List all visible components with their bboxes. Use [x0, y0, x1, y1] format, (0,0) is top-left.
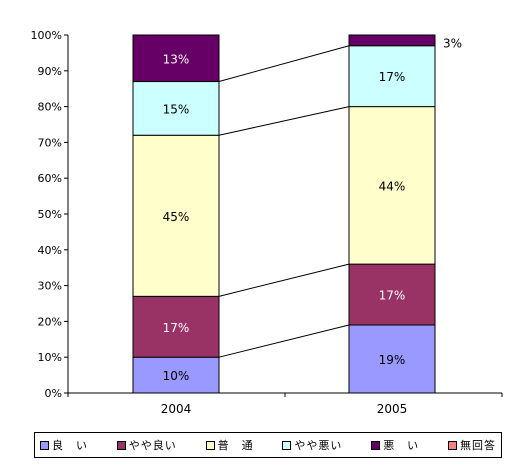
legend-label: 良 い [52, 439, 88, 452]
legend-swatch [282, 440, 292, 450]
bar-segment [348, 324, 436, 394]
legend-label: 普 通 [217, 439, 254, 452]
legend-swatch [205, 440, 215, 450]
series-connector-line [218, 106, 350, 136]
y-tick-label: 0% [45, 387, 62, 400]
data-label: 45% [163, 210, 190, 224]
y-tick-label: 90% [38, 65, 62, 78]
series-connector-line [218, 324, 350, 358]
data-label: 13% [163, 52, 190, 66]
bar-segment [348, 106, 436, 265]
y-tick-label: 50% [38, 208, 62, 221]
legend: 良 い やや良い 普 通 やや悪い 悪 い 無回答 [34, 432, 502, 458]
legend-item: やや悪い [282, 437, 342, 453]
data-label: 17% [379, 289, 406, 303]
data-label: 44% [379, 179, 406, 193]
bar-segment [132, 295, 220, 358]
y-tick-label: 80% [38, 101, 62, 114]
bar-segment [348, 34, 436, 47]
legend-item: やや良い [116, 437, 177, 453]
bar-segment [348, 45, 436, 108]
x-tick-label: 2005 [377, 402, 408, 416]
bar-segment [132, 134, 220, 297]
y-tick-label: 60% [38, 172, 62, 185]
data-label: 17% [379, 70, 406, 84]
legend-item: 良 い [40, 437, 88, 453]
legend-swatch [40, 440, 49, 450]
series-connector-line [218, 263, 350, 297]
legend-swatch [447, 440, 457, 450]
legend-swatch [116, 440, 126, 450]
legend-label: 無回答 [459, 439, 496, 452]
y-tick-label: 20% [38, 315, 62, 328]
bar-segment [132, 34, 220, 83]
series-connector-line [218, 45, 350, 83]
x-tick-label: 2004 [161, 402, 192, 416]
y-tick-label: 100% [31, 29, 62, 42]
legend-item: 悪 い [371, 437, 419, 453]
data-label: 19% [379, 353, 406, 367]
legend-label: やや悪い [294, 439, 343, 452]
bar-segment [132, 81, 220, 136]
data-label: 3% [443, 36, 462, 50]
y-tick-label: 70% [38, 136, 62, 149]
data-label: 15% [163, 102, 190, 116]
y-tick-label: 40% [38, 244, 62, 257]
legend-label: 悪 い [383, 439, 420, 452]
y-tick-label: 30% [38, 280, 62, 293]
bar-segment [132, 356, 220, 394]
y-tick-label: 10% [38, 351, 62, 364]
data-label: 10% [163, 369, 190, 383]
data-label: 17% [163, 321, 190, 335]
legend-item: 普 通 [205, 437, 254, 453]
legend-swatch [371, 440, 381, 450]
legend-label: やや良い [128, 439, 177, 452]
legend-item: 無回答 [447, 437, 496, 453]
